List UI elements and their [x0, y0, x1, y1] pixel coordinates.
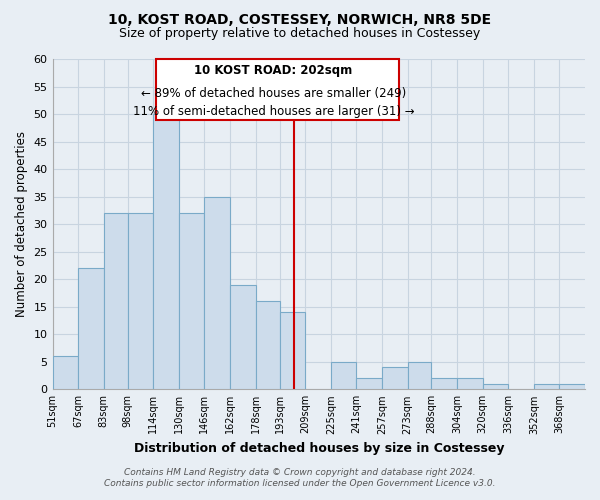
Text: ← 89% of detached houses are smaller (249)
11% of semi-detached houses are large: ← 89% of detached houses are smaller (24…	[133, 87, 415, 118]
Bar	[230, 284, 256, 390]
Bar	[78, 268, 104, 390]
Bar	[104, 213, 128, 390]
Bar	[53, 356, 78, 390]
Bar	[457, 378, 482, 390]
Text: 10, KOST ROAD, COSTESSEY, NORWICH, NR8 5DE: 10, KOST ROAD, COSTESSEY, NORWICH, NR8 5…	[109, 12, 491, 26]
Bar	[382, 368, 407, 390]
Bar	[482, 384, 508, 390]
Bar	[559, 384, 585, 390]
Bar	[280, 312, 305, 390]
Bar	[153, 114, 179, 390]
Text: Size of property relative to detached houses in Costessey: Size of property relative to detached ho…	[119, 28, 481, 40]
Bar	[407, 362, 431, 390]
FancyBboxPatch shape	[157, 59, 398, 120]
Bar	[256, 301, 280, 390]
Bar	[534, 384, 559, 390]
Text: 10 KOST ROAD: 202sqm: 10 KOST ROAD: 202sqm	[194, 64, 353, 77]
Bar	[431, 378, 457, 390]
Bar	[356, 378, 382, 390]
Bar	[179, 213, 205, 390]
Text: Contains HM Land Registry data © Crown copyright and database right 2024.
Contai: Contains HM Land Registry data © Crown c…	[104, 468, 496, 487]
Bar	[128, 213, 153, 390]
Y-axis label: Number of detached properties: Number of detached properties	[15, 131, 28, 317]
Bar	[205, 196, 230, 390]
X-axis label: Distribution of detached houses by size in Costessey: Distribution of detached houses by size …	[134, 442, 504, 455]
Bar	[331, 362, 356, 390]
